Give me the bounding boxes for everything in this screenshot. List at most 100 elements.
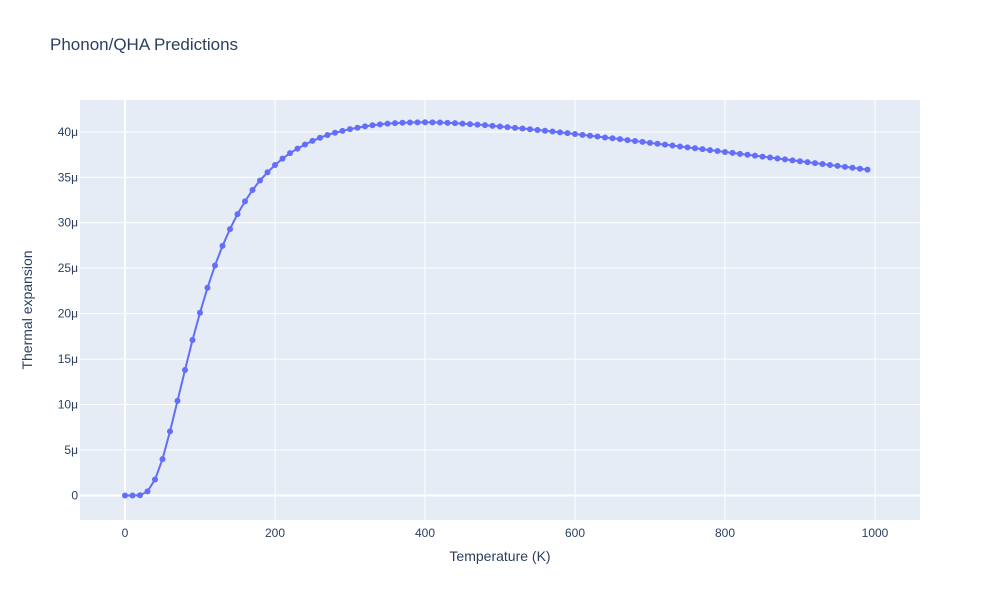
data-point[interactable]: [137, 492, 143, 499]
data-point[interactable]: [302, 141, 308, 148]
data-point[interactable]: [519, 125, 526, 132]
data-point[interactable]: [437, 119, 443, 126]
data-point[interactable]: [144, 488, 151, 495]
data-point[interactable]: [722, 149, 728, 155]
data-point[interactable]: [489, 122, 496, 129]
data-point[interactable]: [249, 187, 256, 193]
data-point[interactable]: [849, 164, 856, 171]
data-point[interactable]: [714, 148, 721, 154]
data-point[interactable]: [842, 163, 848, 170]
data-point[interactable]: [257, 177, 263, 184]
data-point[interactable]: [317, 134, 323, 141]
data-point[interactable]: [497, 123, 503, 130]
data-point[interactable]: [819, 161, 826, 167]
data-point[interactable]: [332, 129, 338, 136]
data-point[interactable]: [729, 149, 736, 156]
data-point[interactable]: [572, 131, 578, 137]
data-point[interactable]: [774, 155, 781, 162]
data-point[interactable]: [459, 120, 466, 127]
data-point[interactable]: [692, 145, 698, 152]
data-point[interactable]: [429, 119, 436, 126]
data-point[interactable]: [632, 138, 638, 144]
data-point[interactable]: [594, 133, 601, 140]
data-point[interactable]: [564, 130, 571, 137]
data-point[interactable]: [864, 166, 871, 173]
data-point[interactable]: [399, 119, 406, 126]
data-point[interactable]: [347, 126, 353, 133]
data-point[interactable]: [752, 152, 758, 159]
data-point[interactable]: [737, 150, 743, 157]
data-point[interactable]: [369, 122, 376, 129]
data-point[interactable]: [654, 140, 661, 147]
data-point[interactable]: [639, 138, 646, 145]
data-point[interactable]: [182, 367, 188, 373]
data-point[interactable]: [549, 128, 556, 135]
data-point[interactable]: [624, 137, 631, 144]
data-point[interactable]: [212, 262, 218, 269]
data-point[interactable]: [662, 141, 668, 148]
data-point[interactable]: [669, 142, 676, 149]
data-point[interactable]: [167, 428, 173, 435]
data-point[interactable]: [444, 119, 451, 126]
data-point[interactable]: [617, 136, 623, 143]
data-point[interactable]: [789, 157, 796, 164]
data-point[interactable]: [467, 121, 473, 128]
data-point[interactable]: [264, 169, 271, 176]
data-point[interactable]: [174, 397, 181, 404]
data-point[interactable]: [812, 160, 818, 167]
data-point[interactable]: [294, 145, 301, 152]
data-point[interactable]: [542, 127, 548, 134]
data-point[interactable]: [204, 284, 211, 291]
data-point[interactable]: [227, 226, 233, 233]
data-point[interactable]: [797, 158, 803, 165]
data-point[interactable]: [309, 137, 316, 144]
data-point[interactable]: [557, 129, 563, 136]
data-point[interactable]: [197, 309, 203, 316]
data-point[interactable]: [504, 124, 511, 131]
data-point[interactable]: [744, 151, 751, 158]
data-point[interactable]: [587, 132, 593, 139]
data-point[interactable]: [782, 156, 788, 163]
data-point[interactable]: [122, 492, 128, 499]
data-point[interactable]: [384, 120, 391, 127]
data-point[interactable]: [534, 127, 541, 133]
data-point[interactable]: [767, 154, 773, 161]
data-point[interactable]: [152, 476, 158, 483]
data-point[interactable]: [129, 492, 136, 499]
data-point[interactable]: [804, 159, 811, 166]
data-point[interactable]: [677, 143, 683, 150]
data-point[interactable]: [684, 144, 691, 151]
data-point[interactable]: [362, 123, 368, 130]
data-point[interactable]: [392, 120, 398, 127]
data-point[interactable]: [159, 456, 166, 463]
data-point[interactable]: [279, 155, 286, 162]
data-point[interactable]: [354, 124, 361, 131]
data-point[interactable]: [407, 119, 413, 126]
data-point[interactable]: [242, 198, 248, 205]
data-point[interactable]: [512, 124, 518, 131]
data-point[interactable]: [414, 119, 421, 126]
data-point[interactable]: [324, 132, 331, 138]
data-point[interactable]: [219, 242, 226, 249]
data-point[interactable]: [707, 147, 713, 154]
data-point[interactable]: [482, 122, 488, 129]
data-point[interactable]: [834, 162, 841, 169]
data-point[interactable]: [759, 153, 766, 160]
data-point[interactable]: [827, 162, 833, 168]
data-point[interactable]: [272, 162, 278, 168]
data-point[interactable]: [609, 135, 616, 142]
data-point[interactable]: [857, 165, 863, 172]
data-point[interactable]: [647, 139, 653, 146]
data-point[interactable]: [602, 134, 608, 141]
data-point[interactable]: [234, 211, 241, 218]
data-point[interactable]: [579, 131, 586, 138]
data-point[interactable]: [699, 146, 706, 153]
data-point[interactable]: [377, 121, 383, 128]
data-point[interactable]: [189, 337, 196, 343]
data-point[interactable]: [422, 119, 428, 126]
data-point[interactable]: [452, 120, 458, 127]
data-point[interactable]: [339, 127, 346, 134]
data-point[interactable]: [527, 126, 533, 133]
data-point[interactable]: [287, 150, 293, 157]
data-point[interactable]: [474, 121, 481, 128]
